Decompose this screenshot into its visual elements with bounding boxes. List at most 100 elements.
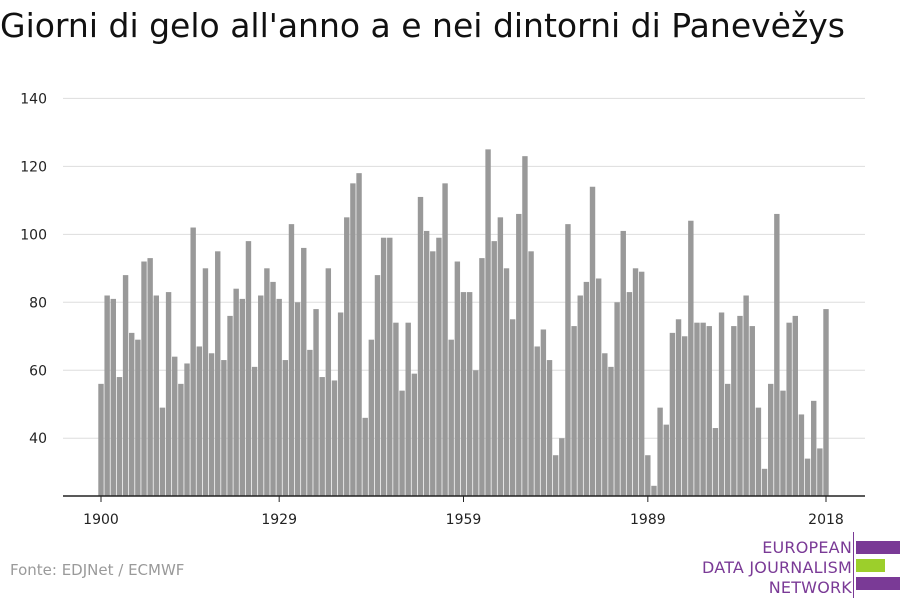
bar: [546, 360, 553, 496]
bars: [98, 149, 829, 497]
bar: [399, 390, 405, 496]
y-tick-label: 140: [20, 91, 47, 107]
logo-bar-top: [856, 541, 900, 554]
bar: [731, 326, 737, 496]
y-tick-label: 60: [29, 363, 47, 379]
x-axis-ticks: 1900 1929 1959 1989 2018: [83, 496, 844, 528]
bar: [165, 292, 172, 496]
bar: [645, 455, 651, 496]
logo-line-european: EUROPEAN: [762, 538, 852, 557]
logo-vertical-rule: [853, 532, 854, 598]
chart-title: Giorni di gelo all'anno a e nei dintorni…: [0, 6, 845, 45]
y-axis-ticks: 40 60 80 100 120 140: [20, 91, 47, 447]
bar: [534, 346, 540, 496]
bar: [632, 268, 639, 496]
bar: [104, 295, 110, 496]
bar: [651, 485, 657, 496]
bar: [761, 468, 768, 496]
bar: [700, 322, 706, 496]
bar: [245, 241, 252, 496]
bar: [583, 281, 590, 496]
bar: [411, 373, 418, 496]
bar: [122, 275, 129, 496]
bar: [301, 247, 307, 496]
bar: [516, 213, 522, 497]
bar: [331, 380, 338, 496]
bar: [190, 227, 196, 497]
bar: [264, 268, 270, 496]
bar: [768, 383, 774, 496]
bar: [497, 217, 504, 497]
bar: [129, 332, 135, 496]
bar: [608, 366, 614, 496]
bar: [706, 326, 712, 496]
bar: [374, 275, 381, 496]
bar: [811, 400, 817, 496]
bar: [141, 261, 147, 496]
edjnet-logo: EUROPEAN DATA JOURNALISM NETWORK: [700, 532, 900, 598]
bar: [448, 339, 454, 496]
bar: [509, 319, 516, 496]
bar: [233, 288, 239, 496]
x-tick-label: 1989: [630, 512, 666, 528]
bar: [718, 312, 725, 496]
bar: [208, 353, 215, 496]
bar: [681, 336, 688, 496]
bar: [663, 424, 669, 496]
bar: [786, 322, 792, 496]
bar: [325, 268, 332, 496]
bar: [159, 407, 166, 496]
bar: [344, 217, 350, 497]
bar: [350, 183, 356, 496]
bar: [337, 312, 344, 496]
bar: [638, 271, 645, 496]
bar: [595, 278, 602, 496]
bar: [442, 183, 448, 496]
logo-line-network: NETWORK: [768, 578, 852, 597]
x-tick-label: 1959: [446, 512, 482, 528]
bar: [491, 241, 497, 496]
x-tick-label: 1929: [261, 512, 297, 528]
bar: [239, 298, 246, 496]
bar: [387, 237, 393, 496]
logo-bar-bottom: [856, 577, 900, 590]
bar: [724, 383, 731, 496]
y-tick-label: 80: [29, 295, 47, 311]
bar: [614, 302, 620, 496]
bar: [276, 298, 282, 496]
bar: [804, 458, 811, 496]
bar: [202, 268, 209, 496]
bar: [172, 356, 178, 496]
logo-line-data-journalism: DATA JOURNALISM: [702, 558, 852, 577]
y-tick-label: 120: [20, 159, 47, 175]
bar: [528, 251, 534, 496]
bar: [688, 220, 694, 497]
bar: [626, 292, 633, 496]
bar: [565, 224, 571, 497]
x-tick-label: 2018: [808, 512, 844, 528]
bar: [737, 315, 743, 496]
bar: [184, 363, 190, 496]
bar: [780, 390, 786, 496]
bar: [227, 315, 233, 496]
bar: [755, 407, 762, 496]
x-tick-label: 1900: [83, 512, 119, 528]
bar: [460, 292, 467, 496]
bar: [552, 455, 559, 496]
bar: [675, 319, 682, 496]
bar: [135, 339, 141, 496]
bar: [577, 295, 583, 496]
bar: [430, 251, 436, 496]
bar: [294, 302, 301, 496]
bar: [215, 251, 221, 496]
bar: [270, 281, 276, 496]
bar: [153, 295, 159, 496]
bar: [454, 261, 461, 496]
bar: [620, 230, 626, 497]
bar: [356, 173, 362, 496]
bar: [798, 414, 805, 496]
logo-bar-middle: [856, 559, 885, 572]
bar: [178, 383, 184, 496]
bar: [116, 377, 123, 496]
